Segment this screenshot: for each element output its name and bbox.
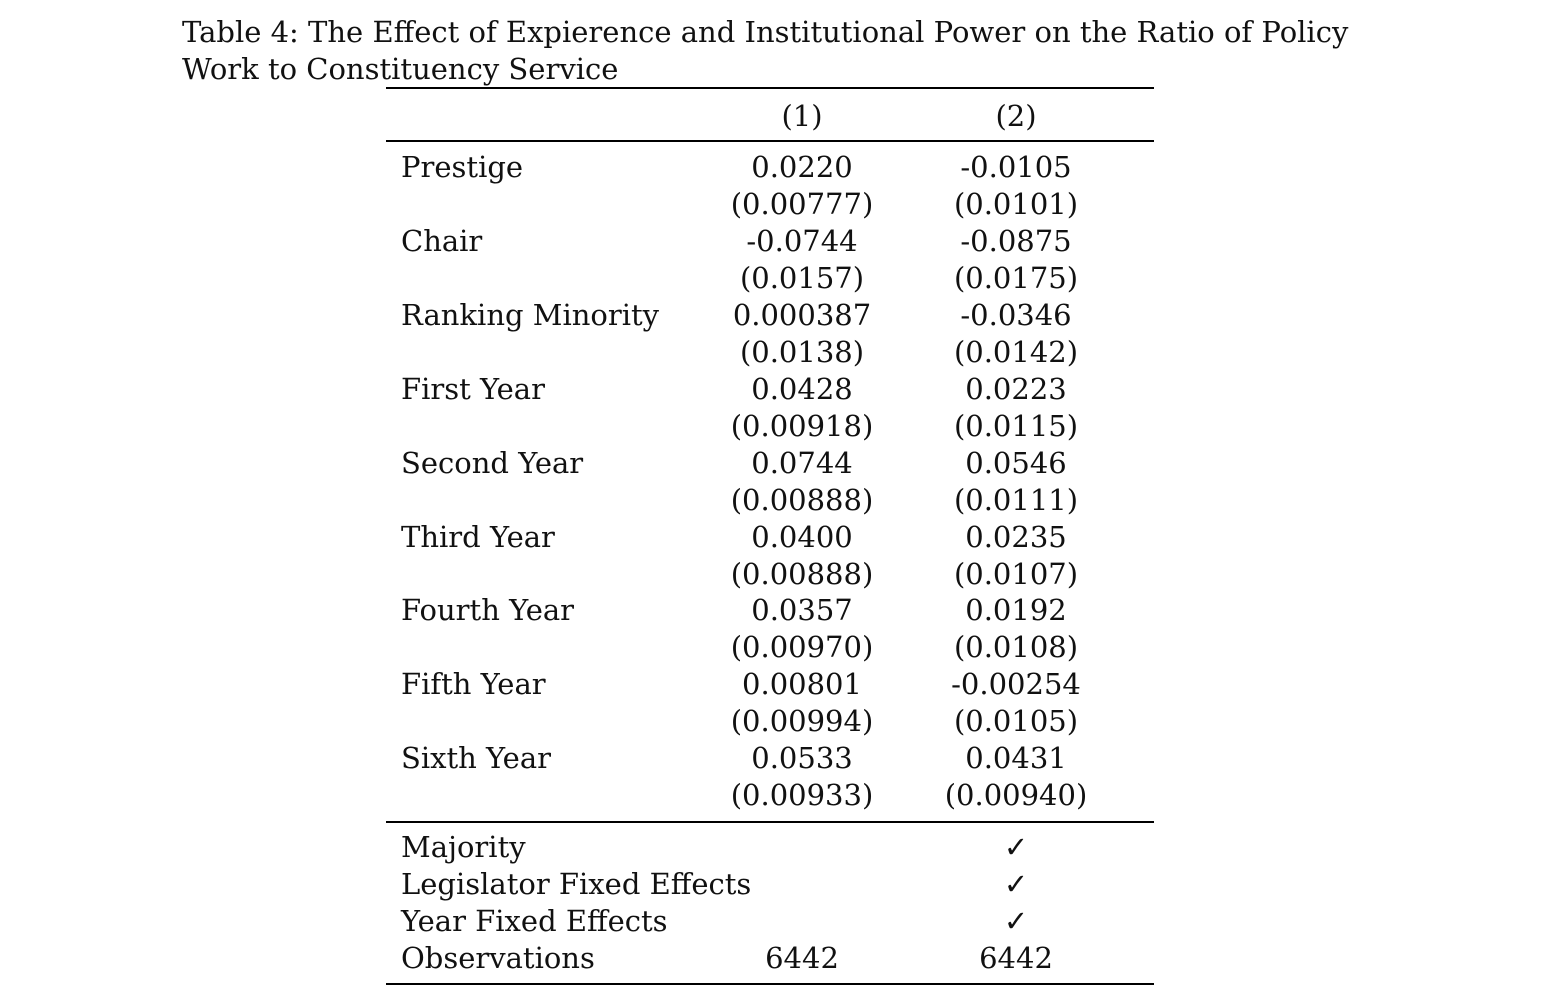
se-col1: (0.00888): [730, 557, 874, 591]
footer-label: Majority: [401, 830, 526, 864]
row-label: Second Year: [401, 446, 584, 480]
se-col1: (0.00970): [730, 630, 874, 664]
se-col1: (0.0138): [739, 335, 865, 369]
row-label: Ranking Minority: [401, 298, 660, 332]
coef-col1: 0.0220: [751, 150, 853, 184]
column-header-1: (1): [781, 99, 823, 133]
coef-col2: 0.0223: [965, 372, 1067, 406]
coef-col1: 0.000387: [732, 298, 872, 332]
footer-col1: 6442: [765, 941, 839, 975]
footer-col2: ✓: [1003, 904, 1029, 938]
coef-col2: 0.0235: [965, 520, 1067, 554]
coef-col1: 0.00801: [742, 667, 862, 701]
se-col1: (0.00888): [730, 483, 874, 517]
coef-col2: 0.0431: [965, 741, 1067, 775]
footer-col2: ✓: [1003, 830, 1029, 864]
se-col2: (0.0175): [953, 261, 1079, 295]
footer-label: Observations: [401, 941, 595, 975]
row-label: First Year: [401, 372, 545, 406]
footer-col2: ✓: [1003, 867, 1029, 901]
row-label: Prestige: [401, 150, 524, 184]
footer-label: Legislator Fixed Effects: [401, 867, 752, 901]
bottom-rule: [386, 983, 1154, 985]
se-col1: (0.0157): [739, 261, 865, 295]
row-label: Sixth Year: [401, 741, 551, 775]
se-col2: (0.0101): [953, 187, 1079, 221]
se-col1: (0.00933): [730, 778, 874, 812]
coef-col2: -0.0875: [960, 224, 1072, 258]
se-col2: (0.0111): [953, 483, 1079, 517]
se-col2: (0.0108): [953, 630, 1079, 664]
header-rule: [386, 140, 1154, 142]
row-label: Fourth Year: [401, 593, 575, 627]
footer-label: Year Fixed Effects: [401, 904, 668, 938]
row-label: Third Year: [401, 520, 555, 554]
row-label: Fifth Year: [401, 667, 546, 701]
se-col2: (0.0115): [953, 409, 1079, 443]
top-rule: [386, 87, 1154, 89]
coef-col1: 0.0533: [751, 741, 853, 775]
se-col2: (0.00940): [944, 778, 1088, 812]
coef-col2: 0.0546: [965, 446, 1067, 480]
se-col1: (0.00918): [730, 409, 874, 443]
se-col2: (0.0107): [953, 557, 1079, 591]
coef-col1: 0.0744: [751, 446, 853, 480]
table-caption: Table 4: The Effect of Expierence and In…: [182, 15, 1349, 86]
coef-col1: 0.0400: [751, 520, 853, 554]
coef-col1: -0.0744: [746, 224, 858, 258]
coef-col2: 0.0192: [965, 593, 1067, 627]
se-col2: (0.0142): [953, 335, 1079, 369]
coef-col1: 0.0357: [751, 593, 853, 627]
row-label: Chair: [401, 224, 483, 258]
footer-col2: 6442: [979, 941, 1053, 975]
coef-col2: -0.0346: [960, 298, 1072, 332]
coef-col2: -0.00254: [951, 667, 1081, 701]
coef-col1: 0.0428: [751, 372, 853, 406]
mid-rule: [386, 821, 1154, 823]
se-col1: (0.00777): [730, 187, 874, 221]
se-col1: (0.00994): [730, 704, 874, 738]
se-col2: (0.0105): [953, 704, 1079, 738]
coef-col2: -0.0105: [960, 150, 1072, 184]
column-header-2: (2): [995, 99, 1037, 133]
